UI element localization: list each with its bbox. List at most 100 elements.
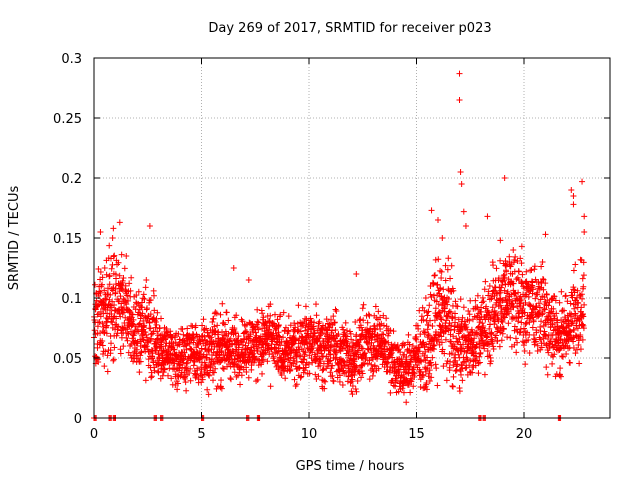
data-point [525,336,532,343]
data-point [573,294,580,301]
data-point [548,296,555,303]
data-point [290,360,297,367]
data-point [486,352,493,359]
data-point [498,284,505,291]
data-point [443,317,450,324]
data-point [106,273,113,280]
data-point [201,359,208,366]
data-point [360,301,367,308]
data-point [460,304,467,311]
data-point [205,391,212,398]
data-point [423,386,430,393]
data-point [353,388,360,395]
data-point [425,322,432,329]
data-point [140,323,147,330]
data-point [253,378,260,385]
data-point [452,357,459,364]
data-point [203,325,210,332]
data-point [129,321,136,328]
data-point [172,381,179,388]
data-point [403,399,410,406]
data-point [501,175,508,181]
data-point [291,320,298,327]
data-point [450,362,457,369]
data-point [519,313,526,320]
data-point [291,336,298,343]
data-point [110,357,117,364]
data-point [459,326,466,333]
data-point [512,253,519,260]
data-point [408,378,415,385]
data-point [254,306,261,313]
data-point [474,292,481,299]
data-point [132,323,139,330]
data-point [154,309,161,316]
data-point [151,307,158,314]
data-point [96,288,103,295]
data-point [538,344,545,351]
data-point [297,328,304,335]
data-point [127,328,134,335]
data-point [223,309,230,316]
data-point [417,357,424,364]
data-point [101,265,108,271]
data-point [500,325,507,332]
data-point [439,346,446,353]
data-point [534,342,541,349]
data-point [364,319,371,326]
data-point [543,332,550,339]
data-point [124,337,131,344]
data-point [499,330,506,337]
data-point [537,296,544,303]
data-point [179,326,186,333]
data-point [558,288,565,295]
data-point [482,278,489,285]
data-point [152,318,159,325]
data-point [570,267,577,274]
data-point [291,357,298,364]
data-point [97,268,104,275]
data-point [356,342,363,349]
data-point [124,292,131,299]
data-point [238,363,245,370]
data-point [514,339,521,346]
data-point [497,289,504,296]
data-point [187,377,194,384]
data-point [375,365,382,372]
data-point [421,329,428,336]
data-point [523,320,530,327]
data-point [352,385,359,392]
data-point [140,291,147,298]
data-point [374,353,381,360]
data-point [535,300,542,307]
data-point [571,326,578,333]
data-point [383,315,390,322]
data-point [468,326,475,333]
data-point [120,275,127,282]
data-point [566,310,573,317]
data-point [545,302,552,309]
data-point [438,316,445,323]
data-point [483,303,490,310]
data-point [410,383,417,390]
data-point [494,312,501,319]
data-point [349,391,356,398]
data-point [580,272,587,279]
data-point [339,381,346,388]
data-point [487,358,494,365]
data-point [451,359,458,366]
data-point [366,376,373,383]
data-point [466,317,473,324]
data-point [542,231,549,238]
data-point [91,281,98,288]
data-point [266,319,273,326]
data-point [531,266,538,273]
data-point [389,354,396,361]
data-point [101,287,108,294]
data-point [315,373,322,380]
data-point [208,334,215,341]
data-point [454,361,461,368]
data-point [538,263,545,270]
data-point [352,367,359,374]
data-point [321,385,328,392]
